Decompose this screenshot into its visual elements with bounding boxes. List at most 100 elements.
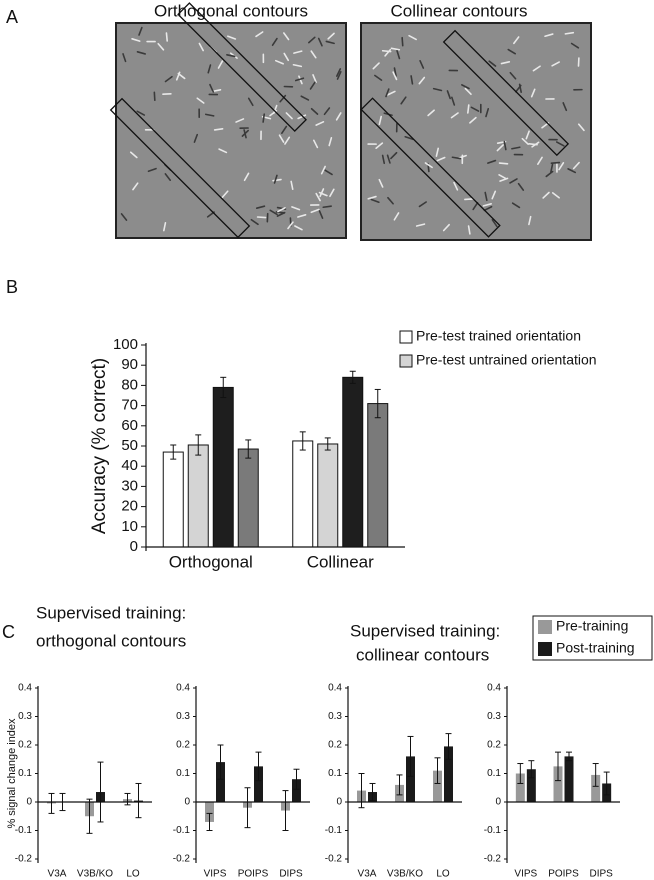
gabor (390, 151, 398, 160)
gabor (283, 32, 290, 41)
error-bar (245, 439, 252, 459)
panel-heading: Supervised training: (36, 603, 186, 622)
gabor (205, 113, 215, 117)
gabor-field (120, 26, 585, 235)
gabor (496, 144, 504, 152)
gabor (378, 115, 382, 126)
gabor (319, 188, 325, 198)
gabor (132, 182, 139, 191)
panel-heading: collinear contours (356, 645, 489, 664)
gabor (461, 84, 470, 90)
gabor (247, 97, 254, 107)
gabor (322, 205, 332, 209)
gabor (418, 201, 427, 208)
y-tick-label: 0.3 (18, 711, 32, 722)
gabor (503, 140, 507, 151)
gabor (325, 40, 335, 45)
x-tick-label: Orthogonal (169, 552, 253, 571)
y-tick-label: 0.1 (176, 768, 190, 779)
gabor (418, 76, 426, 85)
gabor (193, 133, 199, 143)
gabor (309, 81, 316, 90)
bar (317, 443, 339, 548)
y-tick-label: 0.2 (176, 740, 190, 751)
bar (515, 773, 525, 802)
gabor (329, 188, 335, 198)
gabor (544, 33, 554, 38)
gabor (464, 87, 472, 96)
gabor (396, 50, 401, 60)
gabor (419, 59, 425, 69)
y-tick-label: -0.1 (15, 825, 33, 836)
gabor (558, 162, 565, 171)
error-bar (217, 744, 224, 780)
gabor (393, 67, 397, 77)
gabor (226, 53, 236, 58)
gabor (467, 225, 471, 235)
error-bar (349, 370, 356, 384)
error-bar (445, 733, 452, 760)
y-tick-label: 90 (121, 356, 138, 373)
gabor (283, 52, 290, 62)
error-bar (299, 431, 306, 451)
bar (254, 766, 263, 802)
gabor (453, 181, 459, 191)
y-tick-label: 0.1 (18, 768, 32, 779)
gabor (577, 123, 585, 132)
gabor (312, 139, 319, 149)
gabor (530, 88, 536, 98)
gabor (291, 206, 301, 211)
legend-label: Pre-test trained orientation (416, 328, 581, 344)
x-tick-label: VIPS (204, 869, 227, 880)
y-tick-label: 0.2 (18, 740, 32, 751)
gabor (472, 201, 479, 211)
gabor (507, 48, 516, 55)
gabor (138, 26, 143, 36)
gabor (500, 61, 511, 65)
gabor (207, 64, 212, 74)
gabor (227, 35, 237, 40)
gabor (470, 106, 480, 112)
y-tick-label: 0 (26, 797, 32, 808)
gabor (136, 110, 146, 116)
gabor (198, 42, 204, 52)
gabor (262, 113, 266, 123)
y-tick-label: 30 (121, 477, 138, 494)
gabor (136, 51, 146, 55)
gabor (482, 202, 492, 207)
gabor (491, 190, 497, 200)
gabor (323, 107, 331, 116)
bar (553, 766, 563, 802)
gabor (550, 161, 561, 164)
gabor (273, 174, 278, 184)
y-tick-label: 0 (130, 538, 138, 555)
gabor (315, 192, 321, 202)
gabor (517, 182, 525, 191)
contour-frame (177, 2, 307, 132)
legend-swatch (538, 620, 552, 634)
gabor (375, 142, 384, 149)
gabor (436, 156, 446, 162)
y-tick-label: 100 (113, 336, 138, 353)
gabor (370, 198, 380, 203)
gabor (317, 37, 323, 47)
gabor (498, 174, 507, 180)
gabor (442, 223, 450, 232)
gabor (218, 148, 228, 154)
gabor (513, 36, 520, 45)
gabor (385, 88, 390, 98)
gabor (284, 136, 291, 145)
y-tick-label: 0.1 (328, 768, 342, 779)
gabor (300, 95, 310, 101)
gabor (217, 60, 224, 69)
x-tick-label: POIPS (238, 869, 269, 880)
x-tick-label: LO (436, 869, 450, 880)
y-tick-label: 0 (184, 797, 190, 808)
bar (292, 779, 301, 802)
bar (216, 762, 225, 802)
contour-frame (442, 29, 570, 157)
gabor (255, 205, 266, 209)
gabor (310, 208, 320, 214)
gabor (487, 159, 497, 164)
